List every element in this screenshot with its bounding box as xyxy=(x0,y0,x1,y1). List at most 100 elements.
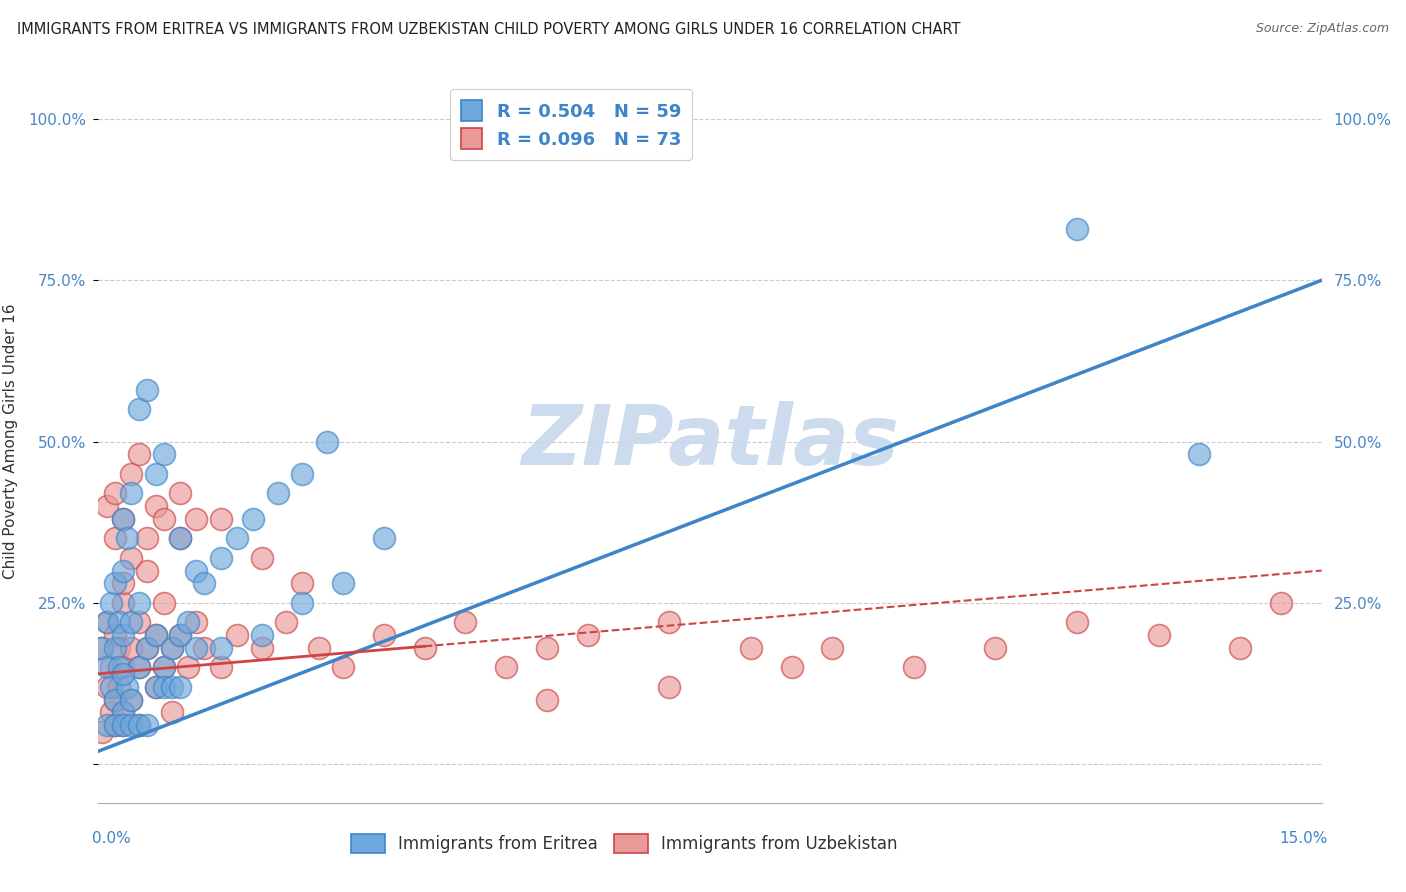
Point xyxy=(111,666,134,681)
Point xyxy=(1270,596,1292,610)
Point xyxy=(250,640,273,655)
Point xyxy=(128,447,150,461)
Point xyxy=(111,512,134,526)
Point xyxy=(128,615,150,630)
Point xyxy=(128,596,150,610)
Point xyxy=(658,680,681,694)
Point xyxy=(160,680,183,694)
Point xyxy=(160,640,183,655)
Point xyxy=(169,628,191,642)
Point xyxy=(152,660,174,674)
Point xyxy=(96,718,118,732)
Point xyxy=(91,640,114,655)
Point xyxy=(332,576,354,591)
Point xyxy=(169,531,191,545)
Point xyxy=(128,718,150,732)
Point xyxy=(145,467,167,481)
Point xyxy=(120,467,142,481)
Point xyxy=(242,512,264,526)
Point xyxy=(145,680,167,694)
Point xyxy=(100,680,122,694)
Point xyxy=(120,692,142,706)
Point xyxy=(128,660,150,674)
Point xyxy=(108,640,131,655)
Point xyxy=(111,512,134,526)
Point xyxy=(111,660,134,674)
Point xyxy=(209,512,232,526)
Point xyxy=(291,467,314,481)
Point xyxy=(177,615,200,630)
Point xyxy=(160,706,183,720)
Point xyxy=(186,640,208,655)
Point xyxy=(100,660,122,674)
Point xyxy=(193,576,215,591)
Point xyxy=(128,660,150,674)
Point xyxy=(91,724,114,739)
Point xyxy=(454,615,477,630)
Point xyxy=(495,660,517,674)
Point xyxy=(96,499,118,513)
Y-axis label: Child Poverty Among Girls Under 16: Child Poverty Among Girls Under 16 xyxy=(3,304,17,579)
Point xyxy=(250,628,273,642)
Point xyxy=(169,680,191,694)
Point xyxy=(780,660,803,674)
Point xyxy=(120,550,142,565)
Point xyxy=(274,615,297,630)
Point xyxy=(193,640,215,655)
Point xyxy=(984,640,1007,655)
Point xyxy=(291,576,314,591)
Text: 15.0%: 15.0% xyxy=(1279,830,1327,846)
Point xyxy=(104,718,127,732)
Point xyxy=(152,660,174,674)
Point xyxy=(111,718,134,732)
Point xyxy=(169,628,191,642)
Point xyxy=(104,718,127,732)
Point xyxy=(226,531,249,545)
Point xyxy=(145,499,167,513)
Point xyxy=(111,718,134,732)
Point xyxy=(111,564,134,578)
Point xyxy=(152,447,174,461)
Point xyxy=(111,628,134,642)
Point xyxy=(315,434,337,449)
Text: IMMIGRANTS FROM ERITREA VS IMMIGRANTS FROM UZBEKISTAN CHILD POVERTY AMONG GIRLS : IMMIGRANTS FROM ERITREA VS IMMIGRANTS FR… xyxy=(17,22,960,37)
Point xyxy=(136,640,159,655)
Point xyxy=(96,615,118,630)
Point xyxy=(100,596,122,610)
Point xyxy=(1188,447,1211,461)
Point xyxy=(1147,628,1170,642)
Point xyxy=(111,706,134,720)
Text: Source: ZipAtlas.com: Source: ZipAtlas.com xyxy=(1256,22,1389,36)
Point xyxy=(209,660,232,674)
Point xyxy=(152,680,174,694)
Point xyxy=(267,486,290,500)
Point xyxy=(169,531,191,545)
Point xyxy=(104,640,127,655)
Point xyxy=(373,628,395,642)
Point xyxy=(104,531,127,545)
Point xyxy=(536,640,558,655)
Point xyxy=(111,576,134,591)
Point xyxy=(115,531,138,545)
Point xyxy=(100,706,122,720)
Text: ZIPatlas: ZIPatlas xyxy=(522,401,898,482)
Point xyxy=(186,615,208,630)
Point xyxy=(120,486,142,500)
Point xyxy=(120,640,142,655)
Point xyxy=(903,660,925,674)
Point xyxy=(136,531,159,545)
Point xyxy=(115,680,138,694)
Point xyxy=(108,615,131,630)
Point xyxy=(120,615,142,630)
Point xyxy=(536,692,558,706)
Point xyxy=(291,596,314,610)
Point xyxy=(111,596,134,610)
Point xyxy=(186,564,208,578)
Point xyxy=(250,550,273,565)
Text: 0.0%: 0.0% xyxy=(93,830,131,846)
Point xyxy=(128,718,150,732)
Point xyxy=(209,550,232,565)
Point xyxy=(136,564,159,578)
Point xyxy=(108,680,131,694)
Point xyxy=(120,692,142,706)
